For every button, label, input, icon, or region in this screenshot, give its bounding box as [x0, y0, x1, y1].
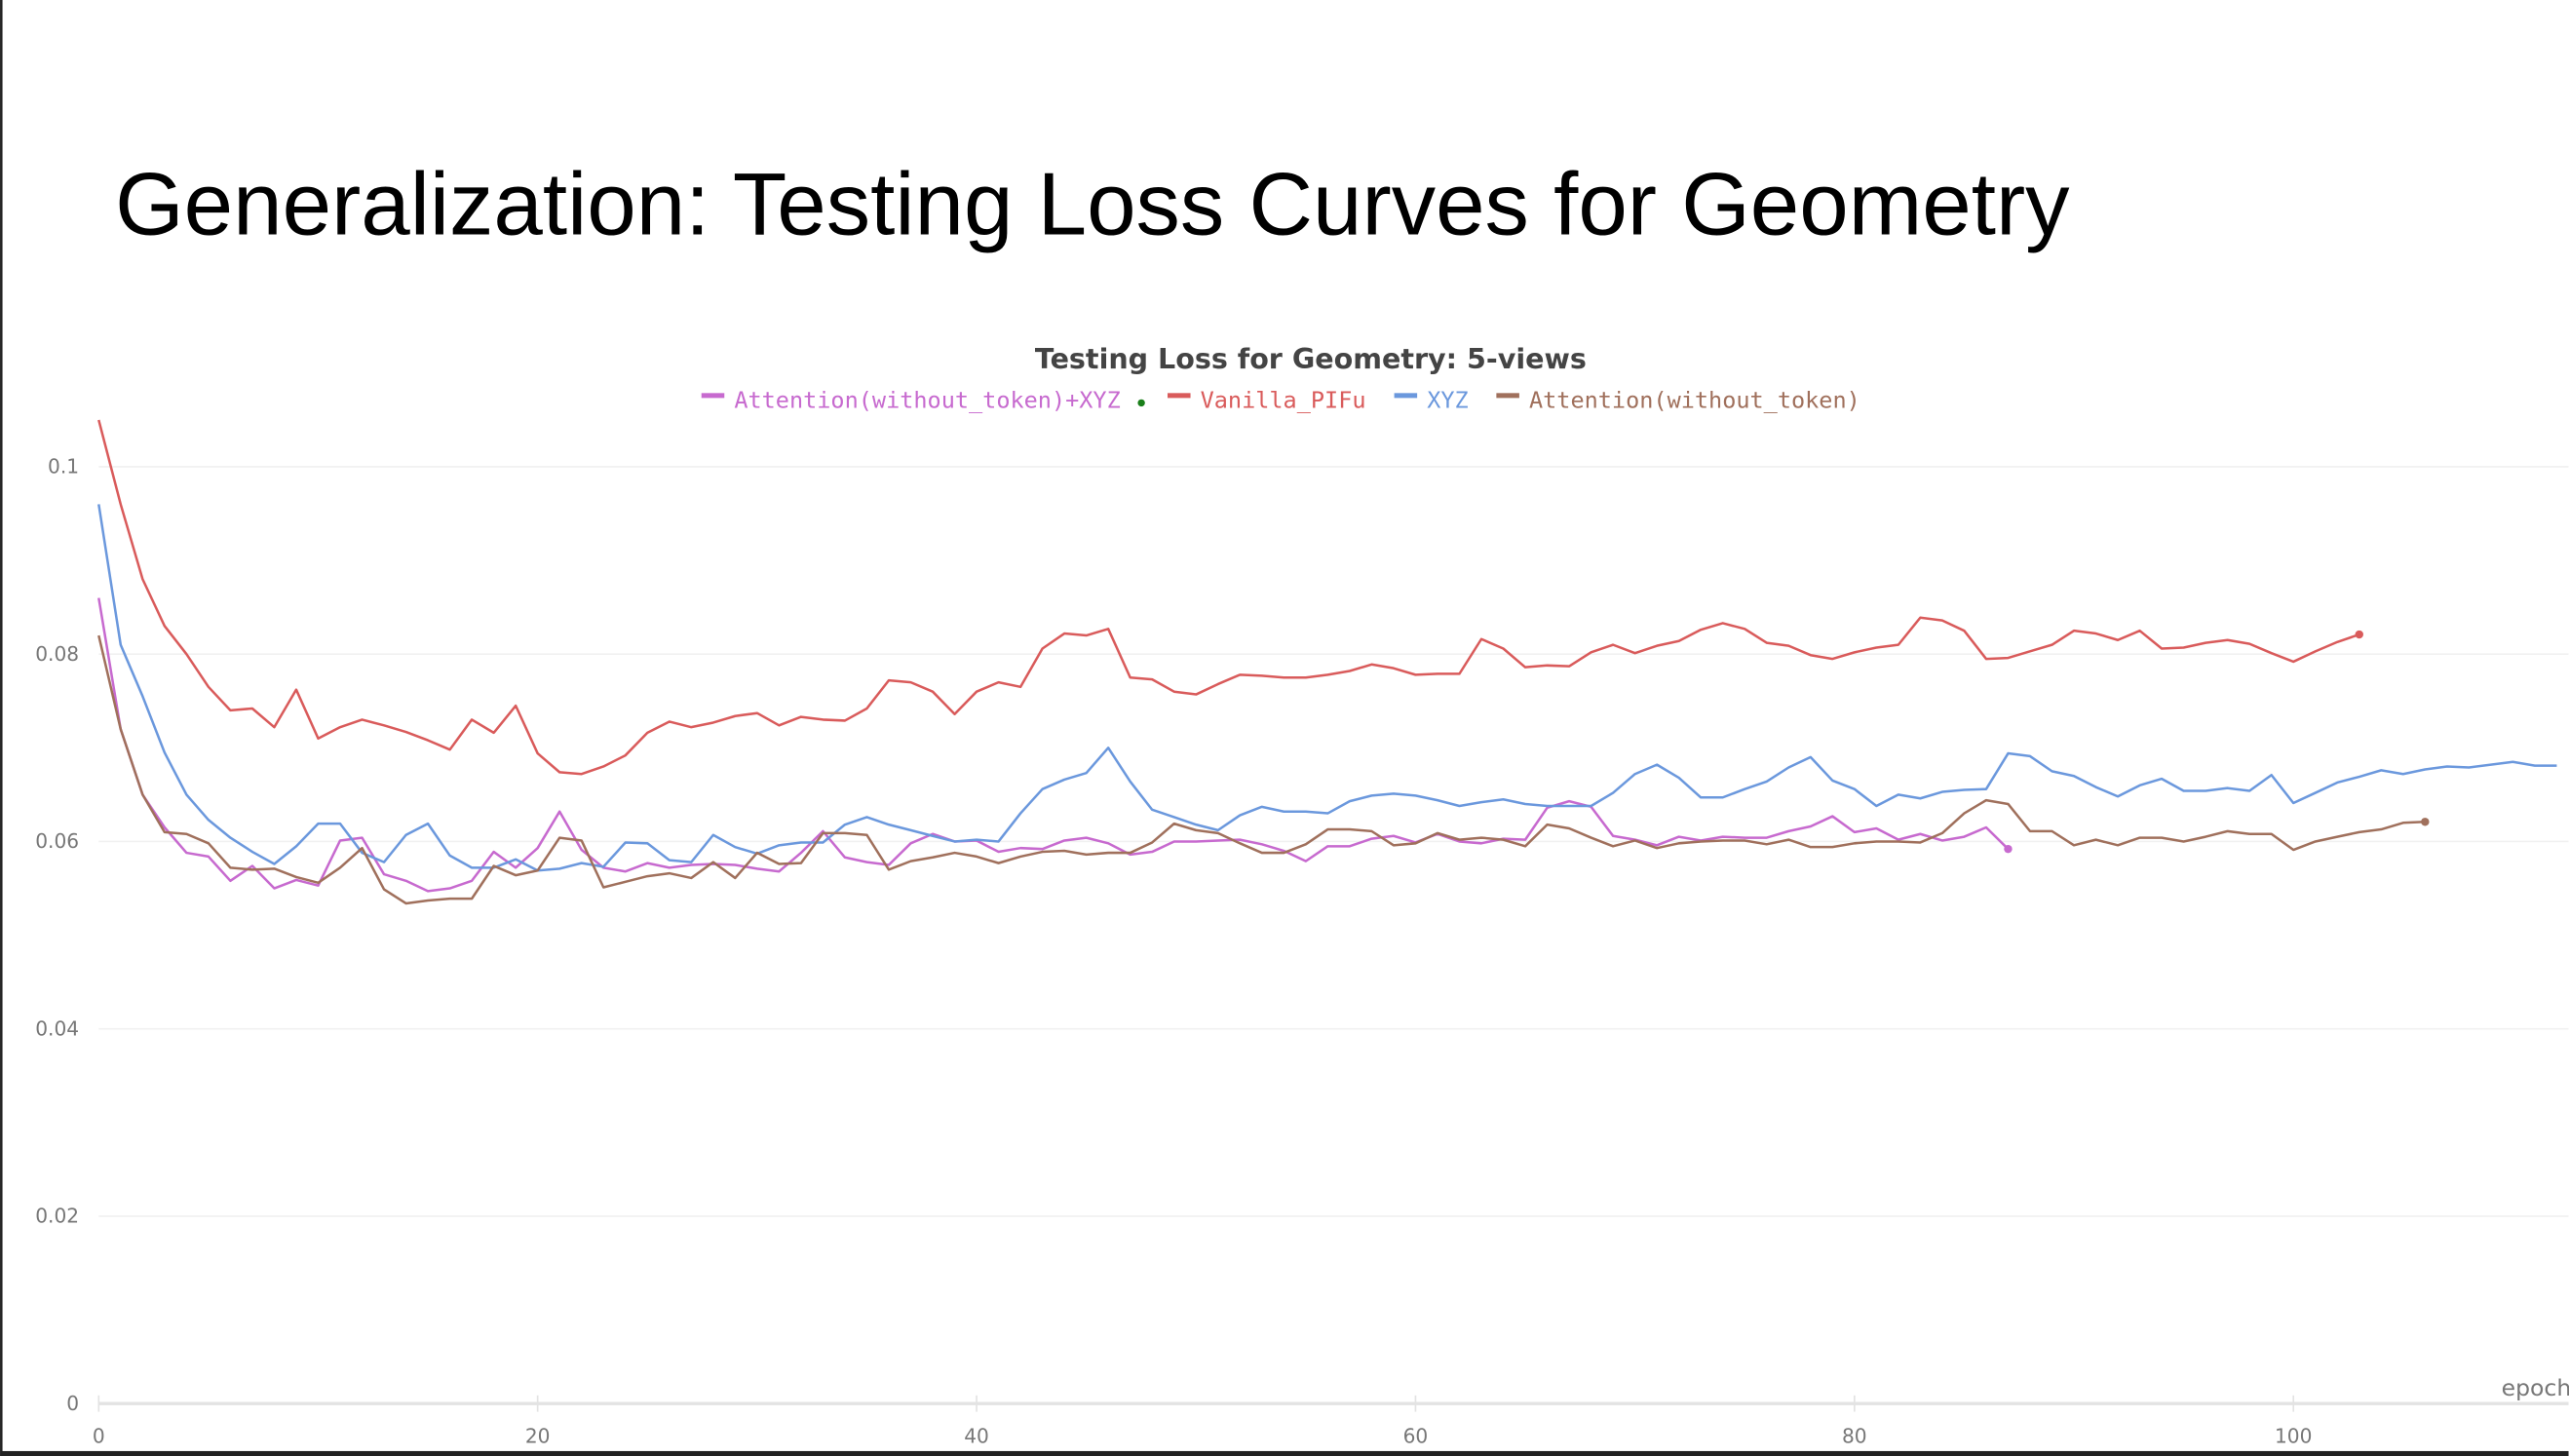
- series-line-attention-without-token: [97, 634, 2426, 905]
- series-end-marker: [2355, 630, 2363, 639]
- plot-area: [97, 419, 2557, 905]
- legend-swatch: [1168, 393, 1191, 399]
- y-tick-label: 0.08: [35, 642, 79, 666]
- legend-highlight-dot: [1137, 399, 1145, 407]
- legend-swatch: [1496, 393, 1519, 399]
- x-tick-label: 80: [1842, 1425, 1867, 1448]
- series-end-marker: [2004, 844, 2013, 854]
- y-axis: 0 0.02 0.04 0.06 0.08 0.1: [35, 455, 79, 1415]
- series-end-marker: [2421, 818, 2430, 826]
- legend-item-label[interactable]: Attention(without_token)+XYZ: [734, 386, 1120, 413]
- legend: Attention(without_token)+XYZ Vanilla_PIFu…: [701, 386, 1860, 413]
- chart-title: Testing Loss for Geometry: 5-views: [1035, 342, 1587, 375]
- series-line-xyz: [97, 504, 2557, 872]
- y-tick-label: 0: [66, 1392, 79, 1415]
- y-tick-label: 0.02: [35, 1205, 79, 1228]
- slide-title: Generalization: Testing Loss Curves for …: [115, 155, 2070, 253]
- x-tick-label: 60: [1403, 1425, 1429, 1448]
- slide-bottom-bar: [0, 1450, 2569, 1456]
- legend-item-label[interactable]: XYZ: [1427, 386, 1468, 413]
- y-tick-label: 0.06: [35, 829, 79, 853]
- legend-swatch: [1394, 393, 1418, 399]
- x-tick-label: 20: [525, 1425, 551, 1448]
- x-tick-label: 100: [2275, 1425, 2312, 1448]
- y-tick-label: 0.1: [48, 455, 79, 479]
- series-line-attention-without-token-xyz: [97, 597, 2010, 893]
- x-tick-label: 40: [964, 1425, 989, 1448]
- series-line-vanilla-pifu: [97, 419, 2360, 776]
- legend-item-label[interactable]: Vanilla_PIFu: [1201, 386, 1366, 413]
- legend-item-label[interactable]: Attention(without_token): [1529, 386, 1860, 413]
- grid: [98, 466, 2569, 1405]
- y-tick-label: 0.04: [35, 1016, 79, 1040]
- x-tick-label: 0: [93, 1425, 105, 1448]
- legend-swatch: [701, 393, 725, 399]
- x-axis: 0 20 40 60 80 100: [93, 1395, 2312, 1448]
- x-axis-label: epoch: [2502, 1374, 2569, 1401]
